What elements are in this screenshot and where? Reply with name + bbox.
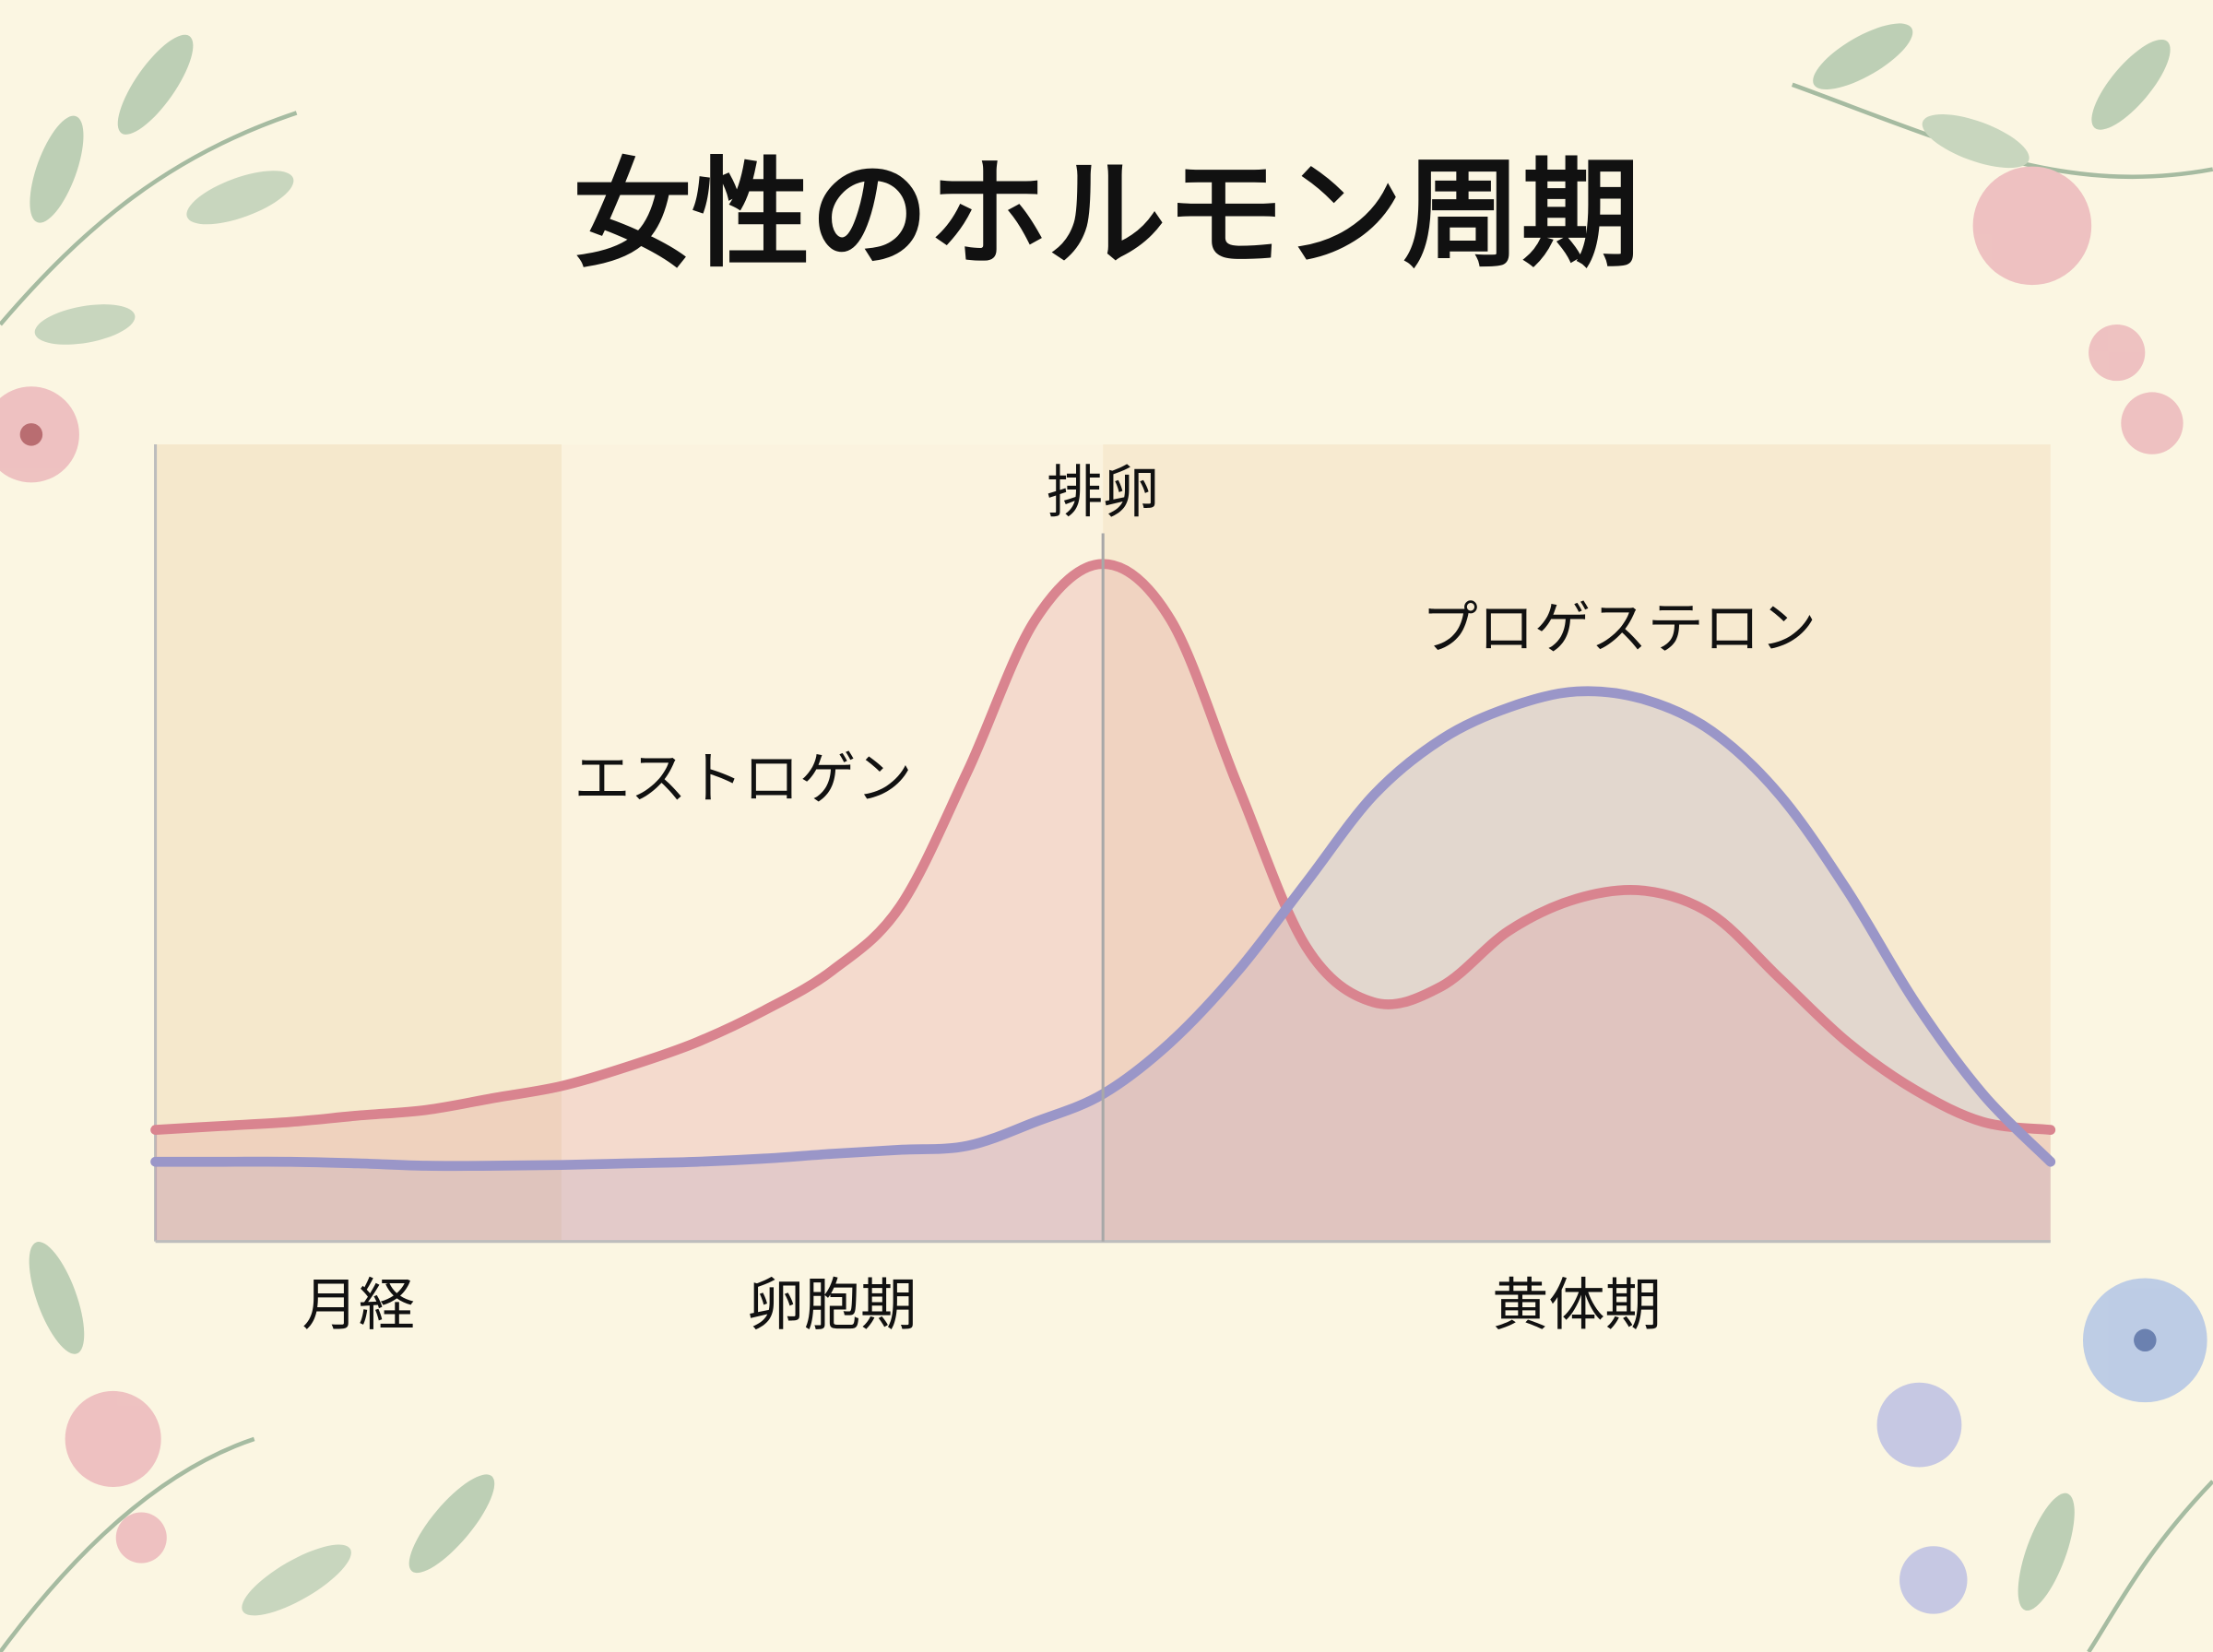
phase-band <box>561 444 1104 1242</box>
decoration <box>0 23 2213 1652</box>
phase-label: 卵胞期 <box>748 1273 917 1339</box>
chart-title: 女性のホルモン周期 <box>574 147 1640 284</box>
phase-label: 黄体期 <box>1492 1273 1662 1339</box>
series-area <box>155 690 2051 1242</box>
series-line <box>150 559 2056 1135</box>
series-label: プロゲステロン <box>1422 596 1817 661</box>
phase-band <box>155 444 562 1242</box>
series-label: エストロゲン <box>574 747 912 812</box>
phase-label: 月経 <box>302 1273 415 1339</box>
annotation-label: 排卵 <box>1047 460 1159 525</box>
series-line <box>150 686 2056 1172</box>
